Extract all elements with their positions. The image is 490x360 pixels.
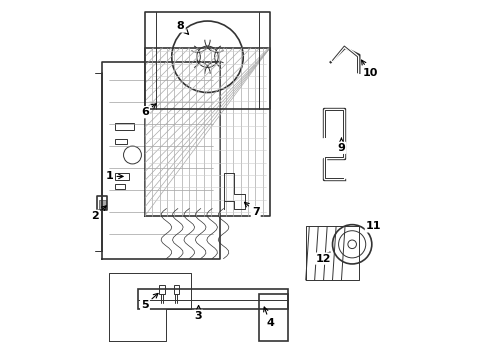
Bar [173, 285, 179, 294]
Bar [159, 285, 165, 294]
Text: 2: 2 [91, 206, 106, 221]
Text: 12: 12 [316, 252, 331, 264]
Bar [259, 294, 288, 341]
Text: 1: 1 [105, 171, 123, 181]
Text: 5: 5 [141, 293, 158, 310]
Bar [115, 184, 125, 189]
Text: 6: 6 [141, 104, 156, 117]
Bar [115, 123, 134, 130]
Bar [115, 139, 127, 144]
Bar [138, 289, 288, 309]
Bar [115, 173, 129, 180]
Bar [98, 200, 106, 208]
Text: 11: 11 [366, 221, 381, 231]
Text: 4: 4 [264, 307, 274, 328]
Text: 3: 3 [195, 306, 202, 321]
Text: 9: 9 [338, 138, 345, 153]
Text: 8: 8 [177, 21, 189, 34]
Text: 10: 10 [362, 60, 378, 78]
Text: 7: 7 [245, 202, 260, 217]
